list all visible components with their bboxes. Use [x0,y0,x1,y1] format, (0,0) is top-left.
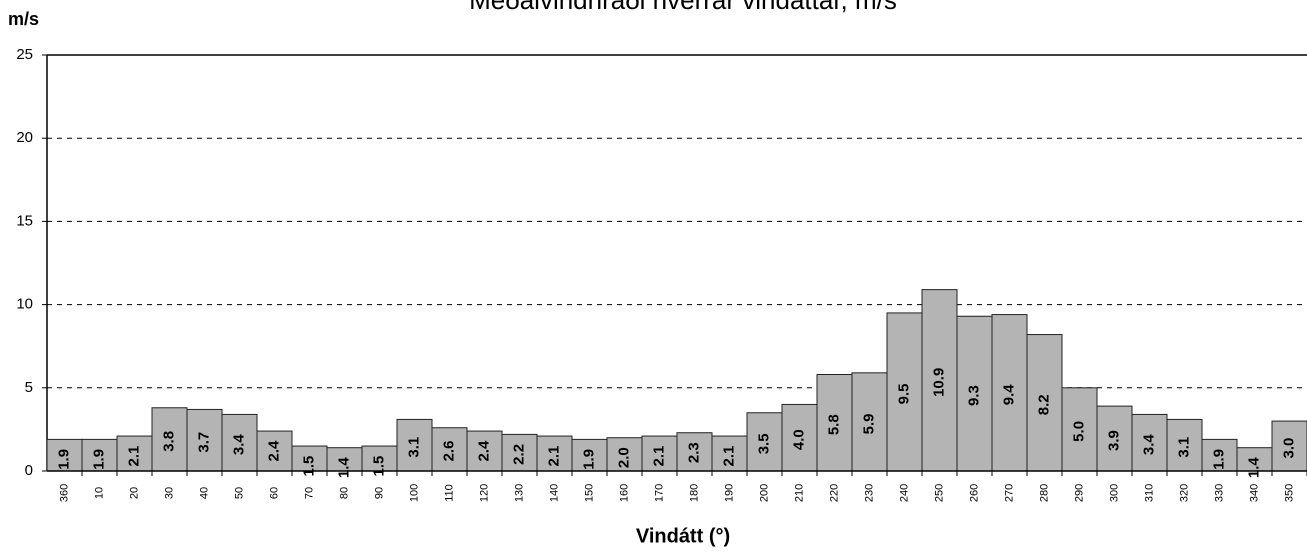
data-label: 9.3 [965,385,982,406]
data-label: 1.9 [580,449,597,470]
data-label: 2.4 [265,440,282,462]
x-tick-label: 120 [478,484,490,502]
x-tick-label: 90 [373,487,385,499]
data-label: 2.1 [720,446,737,467]
y-tick-label: 25 [16,46,33,63]
x-tick-label: 230 [863,484,875,502]
x-tick-label: 270 [1003,484,1015,502]
x-tick-label: 250 [933,484,945,502]
data-label: 2.2 [510,444,527,465]
x-tick-label: 100 [408,484,420,502]
y-tick-label: 10 [16,296,33,313]
x-tick-label: 190 [723,484,735,502]
data-label: 3.1 [1175,437,1192,458]
x-tick-label: 60 [268,487,280,499]
chart-title: Meðalvindhraði hverrar vindáttar, m/s [469,0,897,15]
x-tick-label: 200 [758,484,770,502]
data-label: 10.9 [930,368,947,397]
data-label: 1.4 [1245,457,1262,479]
x-tick-label: 170 [653,484,665,502]
bar [781,403,818,472]
data-label: 2.1 [545,446,562,467]
data-label: 1.4 [335,457,352,479]
x-tick-label: 130 [513,484,525,502]
data-label: 2.3 [685,442,702,463]
x-tick-label: 300 [1108,484,1120,502]
x-tick-label: 210 [793,484,805,502]
data-label: 3.7 [195,432,212,453]
bar [711,435,748,472]
y-axis-label: m/s [8,9,39,29]
bar [1131,413,1168,472]
data-label: 4.0 [790,429,807,450]
data-label: 8.2 [1035,394,1052,415]
data-label: 2.1 [650,446,667,467]
y-tick-label: 0 [25,462,33,479]
bar [1096,405,1133,472]
bar [1201,438,1238,472]
x-tick-label: 220 [828,484,840,502]
y-tick-label: 20 [16,129,33,146]
data-label: 2.4 [475,440,492,462]
x-tick-label: 320 [1178,484,1190,502]
x-tick-label: 160 [618,484,630,502]
x-tick-label: 80 [338,487,350,499]
y-tick-label: 5 [25,379,33,396]
data-label: 5.8 [825,414,842,435]
x-tick-label: 110 [443,484,455,502]
x-tick-label: 310 [1143,484,1155,502]
data-label: 2.1 [125,446,142,467]
x-tick-label: 350 [1283,484,1295,502]
data-label: 3.8 [160,431,177,452]
x-tick-label: 10 [93,487,105,499]
data-label: 2.6 [440,441,457,462]
x-tick-label: 30 [163,487,175,499]
x-tick-label: 40 [198,487,210,499]
x-tick-label: 360 [58,484,70,502]
data-label: 1.9 [90,449,107,470]
x-tick-label: 290 [1073,484,1085,502]
y-tick-label: 15 [16,212,33,229]
data-label: 5.9 [860,413,877,434]
data-label: 3.1 [405,437,422,458]
data-label: 3.9 [1105,430,1122,451]
data-label: 3.4 [1140,434,1157,456]
data-label: 3.4 [230,434,247,456]
data-label: 5.0 [1070,421,1087,442]
data-label: 3.5 [755,433,772,454]
x-tick-label: 330 [1213,484,1225,502]
bar [396,418,433,472]
x-tick-label: 20 [128,487,140,499]
bar [291,445,328,472]
bar [886,312,923,472]
data-label: 3.0 [1280,438,1297,459]
data-label: 9.4 [1000,384,1017,406]
x-tick-label: 340 [1248,484,1260,502]
x-tick-label: 150 [583,484,595,502]
data-label: 1.9 [1210,449,1227,470]
x-tick-label: 260 [968,484,980,502]
bar [501,433,538,472]
bar [1271,420,1307,472]
bar [956,315,993,472]
bar [256,430,293,472]
data-label: 9.5 [895,384,912,405]
x-tick-label: 240 [898,484,910,502]
data-label: 1.9 [55,449,72,470]
bar [641,435,678,472]
x-axis-label: Vindátt (°) [636,525,730,547]
bar [1061,387,1098,472]
data-label: 2.0 [615,447,632,468]
bar [571,438,608,472]
x-tick-label: 70 [303,487,315,499]
x-tick-label: 50 [233,487,245,499]
bar [116,435,153,472]
x-tick-label: 180 [688,484,700,502]
data-label: 1.5 [300,456,317,477]
x-tick-label: 140 [548,484,560,502]
data-label: 1.5 [370,456,387,477]
x-tick-label: 280 [1038,484,1050,502]
bar [221,413,258,472]
